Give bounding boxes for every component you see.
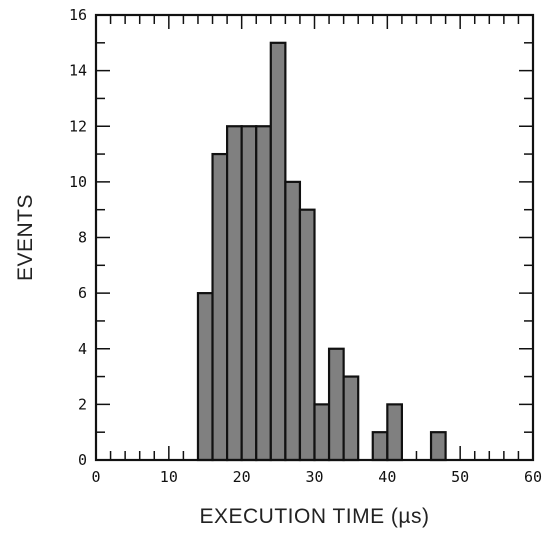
histogram-bars: [196, 41, 447, 462]
histogram-bar-32: [327, 347, 345, 462]
axis-ticks: [96, 15, 533, 460]
y-tick-label: 6: [78, 284, 87, 302]
x-tick-label: 40: [378, 468, 396, 486]
x-axis-title: EXECUTION TIME (µs): [199, 505, 429, 528]
x-tick-labels: 0 10 20 30 40 50 60: [91, 468, 542, 486]
histogram-bar-40: [386, 403, 404, 462]
x-tick-label: 10: [160, 468, 178, 486]
histogram-bar-14: [196, 292, 214, 462]
x-tick-label: 30: [305, 468, 323, 486]
x-tick-label: 20: [233, 468, 251, 486]
histogram-bar-34: [342, 375, 360, 462]
histogram-bar-24: [269, 41, 287, 462]
y-tick-labels: 0 2 4 6 8 10 12 14 16: [69, 6, 87, 469]
y-tick-label: 16: [69, 6, 87, 24]
histogram-bar-26: [284, 180, 302, 462]
histogram-bar-22: [255, 125, 272, 462]
y-tick-label: 4: [78, 340, 87, 358]
x-tick-label: 50: [451, 468, 469, 486]
y-tick-label: 0: [78, 451, 87, 469]
histogram-bar-30: [313, 403, 331, 462]
histogram-bar-16: [211, 152, 229, 462]
histogram-bar-46: [429, 431, 447, 462]
histogram-bar-20: [240, 125, 258, 462]
x-tick-label: 0: [91, 468, 100, 486]
y-tick-label: 10: [69, 173, 87, 191]
histogram-bar-28: [298, 208, 316, 462]
x-tick-label: 60: [524, 468, 542, 486]
y-tick-label: 2: [78, 395, 87, 413]
histogram-bar-18: [226, 125, 243, 462]
y-axis-title: EVENTS: [14, 194, 37, 281]
y-tick-label: 14: [69, 62, 87, 80]
y-tick-label: 8: [78, 229, 87, 247]
histogram-bar-38: [371, 431, 389, 462]
y-tick-label: 12: [69, 117, 87, 135]
